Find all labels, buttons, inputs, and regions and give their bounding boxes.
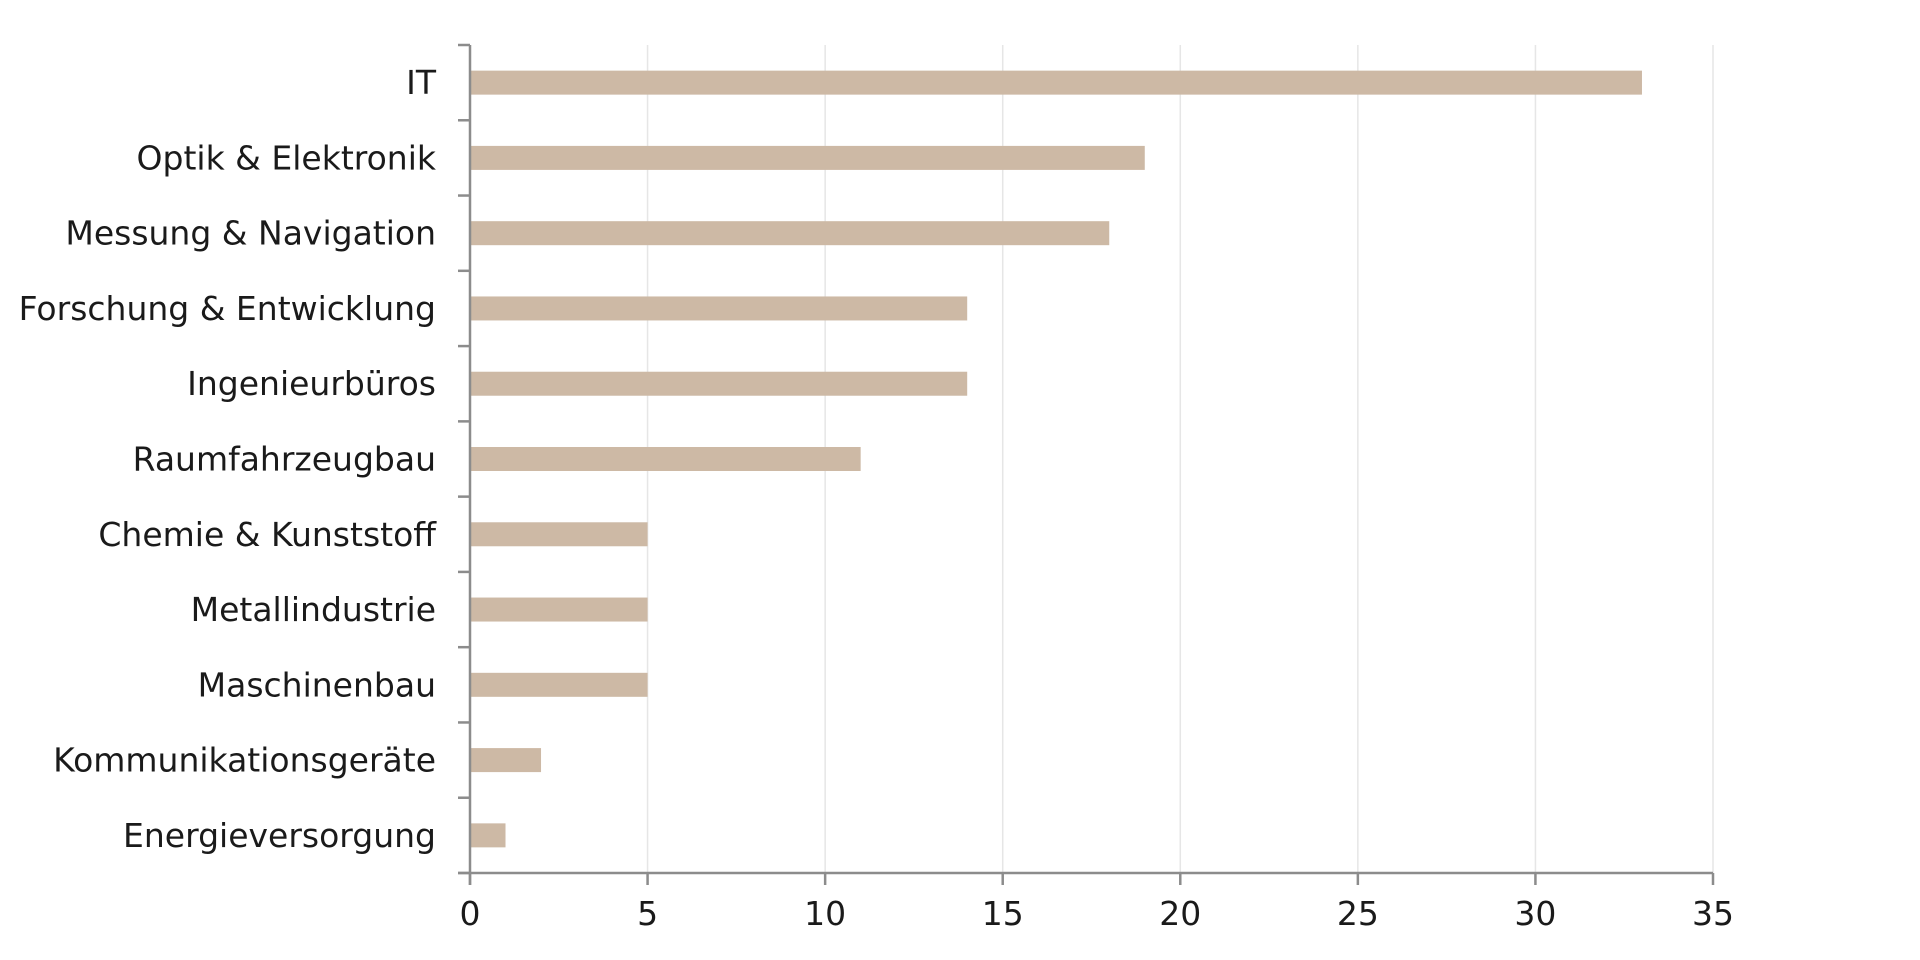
category-label: Forschung & Entwicklung [19,289,436,328]
bar [470,447,861,471]
bar-layer [470,70,1642,848]
category-label: Ingenieurbüros [187,364,436,403]
x-tick-label: 15 [982,894,1024,933]
category-label: Metallindustrie [191,590,436,629]
bar [470,748,542,773]
bar [470,296,968,321]
bar [470,371,968,396]
category-label: Maschinenbau [198,665,436,704]
x-tick-label: 35 [1692,894,1734,933]
bar [470,672,648,697]
x-tick-label: 0 [460,894,481,933]
bar [470,823,506,848]
grid-layer [646,45,1714,873]
bar [470,522,648,547]
category-label: Chemie & Kunststoff [98,515,437,554]
x-tick-label: 5 [637,894,658,933]
x-tick-label: 30 [1514,894,1556,933]
category-label: IT [406,63,437,102]
category-label: Kommunikationsgeräte [53,741,436,780]
x-tick-label: 25 [1337,894,1379,933]
axis-layer [458,43,1715,885]
bar [470,70,1642,95]
category-label: Messung & Navigation [65,214,436,253]
bar [470,597,648,622]
category-label: Raumfahrzeugbau [133,440,436,479]
category-label: Energieversorgung [123,816,436,855]
bar [470,145,1145,170]
label-layer: IT Optik & Elektronik Messung & Navigation… [19,63,1734,933]
bar [470,221,1110,246]
x-tick-label: 20 [1159,894,1201,933]
x-tick-label: 10 [804,894,846,933]
category-label: Optik & Elektronik [137,138,437,177]
